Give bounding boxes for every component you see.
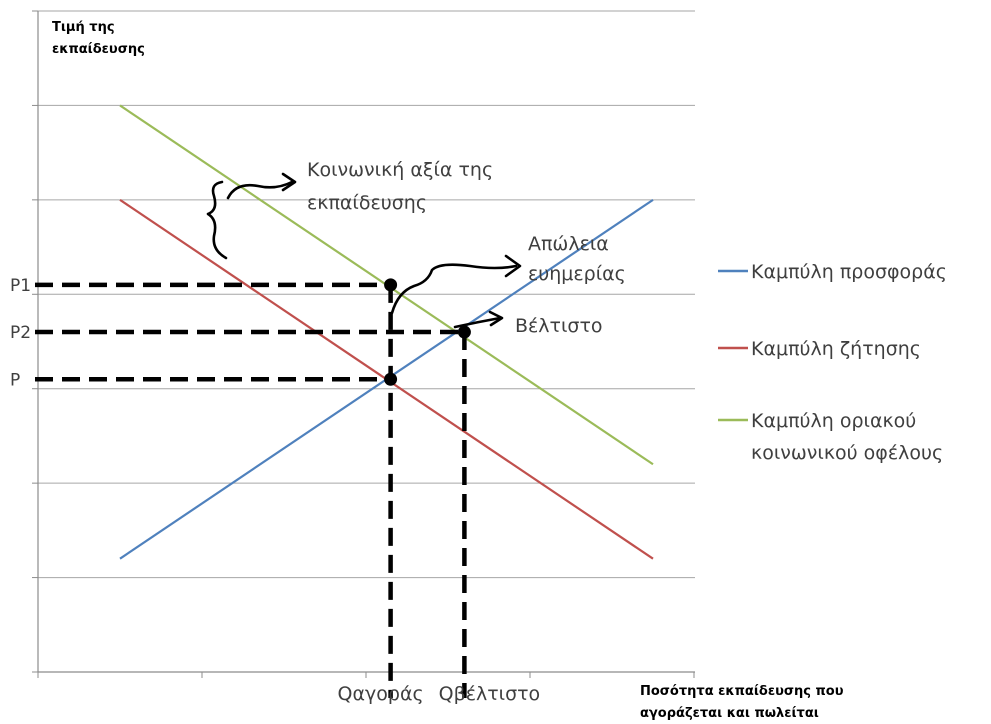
arrowhead-icon: [281, 172, 297, 192]
hand-drawn-annotations: [206, 172, 522, 329]
legend-label-3: κοινωνικού οφέλους: [751, 442, 943, 464]
annotation-optimum: Βέλτιστο: [515, 315, 603, 337]
dashed-guides: [35, 282, 467, 698]
legend-label-2: Καμπύλη ζήτησης: [751, 338, 921, 360]
arrow-welfare-loss-icon: [390, 263, 518, 315]
arrow-optimum-icon: [453, 316, 502, 329]
y-label-P1: P1: [10, 276, 31, 296]
y-label-P: P: [10, 370, 20, 390]
x-label: Qβέλτιστο: [439, 683, 541, 705]
x-axis-title: Ποσότητα εκπαίδευσης που: [640, 684, 844, 699]
gridlines: [38, 10, 695, 579]
annotation-social-value: Κοινωνική αξία της: [307, 159, 493, 181]
axes: [32, 10, 695, 678]
annotation-welfare-loss: ευημερίας: [528, 263, 626, 285]
y-axis-title: Τιμή της: [52, 20, 115, 35]
legend-label-1: Καμπύλη προσφοράς: [751, 261, 947, 283]
point-P1: [384, 278, 398, 292]
x-label: Qαγοράς: [338, 683, 424, 705]
legend-label-3: Καμπύλη οριακού: [751, 410, 916, 432]
annotation-welfare-loss: Απώλεια: [528, 233, 609, 255]
chart-texts: Τιμή της εκπαίδευσης Ποσότητα εκπαίδευσης …: [10, 20, 844, 721]
arrowhead-icon: [504, 254, 522, 278]
x-axis-title: αγοράζεται και πωλείται: [640, 706, 819, 721]
point-P: [384, 372, 398, 386]
y-axis-title: εκπαίδευσης: [52, 42, 145, 57]
legend: Καμπύλη προσφοράς Καμπύλη ζήτησης Καμπύλη …: [718, 261, 947, 464]
arrow-social-value-icon: [226, 180, 294, 200]
arrowhead-icon: [488, 310, 504, 327]
curly-brace-icon: [206, 180, 228, 260]
point-P2: [457, 325, 471, 339]
y-label-P2: P2: [10, 323, 31, 343]
annotation-social-value: εκπαίδευσης: [307, 192, 427, 214]
equilibrium-points: [384, 278, 471, 386]
